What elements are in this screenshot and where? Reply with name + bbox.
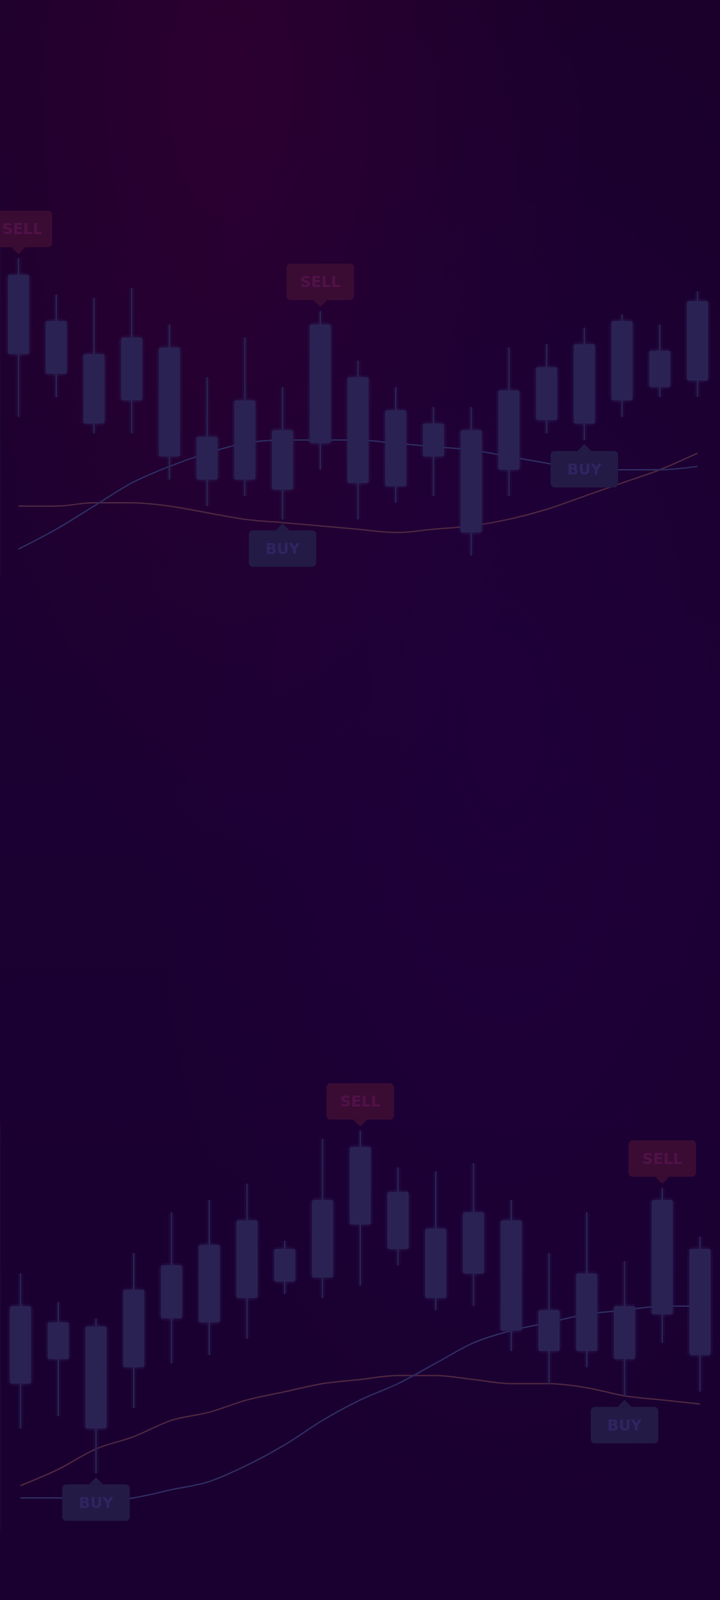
y-axis-line [0,1123,1,1531]
signal-label-pointer [313,300,328,307]
candle-body [161,1265,182,1319]
signal-label-pointer [11,247,26,254]
candle-body [234,400,256,480]
signal-label-text: BUY [567,460,602,478]
signal-label-pointer [275,523,290,531]
candle-body [274,1249,296,1282]
signal-label-pointer [577,444,592,451]
signal-label-text: BUY [79,1494,114,1512]
candles [8,258,708,556]
candle-body [310,324,331,444]
candle-body [199,1245,220,1323]
candle-body [387,1192,409,1249]
candle-body [159,347,180,457]
candle-body [687,301,708,381]
sell-label: SELL [326,1083,394,1127]
moving-average-line [20,1306,700,1502]
candle-body [538,1310,560,1351]
signal-label-box [550,451,618,488]
candle-body [574,344,595,424]
candle-body [8,274,29,354]
background-glow [0,0,720,1600]
candlestick-chart: SELL SELL BUY BUY [1,1083,711,1531]
plot-area [10,1130,711,1502]
plot-area [8,258,708,556]
candle-body [536,367,557,421]
sell-label: SELL [628,1140,696,1184]
signal-label-pointer [89,1477,103,1485]
buy-label: BUY [591,1400,659,1444]
signal-labels: SELL SELL BUY BUY [62,1083,697,1521]
signal-label-pointer [655,1177,670,1184]
buy-label: BUY [249,523,317,567]
candle-body [501,1220,522,1331]
signal-label-text: BUY [265,540,301,558]
candle-body [10,1306,31,1384]
candle-body [576,1273,598,1351]
candle-body [614,1306,635,1359]
candle-body [689,1249,711,1355]
candle-body [498,390,520,470]
candle-body [48,1322,69,1359]
signal-label-box [0,210,53,247]
candle-body [425,1228,447,1298]
background-glow [0,0,720,1600]
signal-label-text: BUY [607,1416,643,1434]
moving-average-line [20,1375,700,1486]
candle-body [423,423,444,457]
candle-body [611,321,633,401]
signal-labels: SELL SELL BUY BUY [0,210,618,567]
sell-label: SELL [0,210,53,254]
candle-body [460,430,482,533]
candle-body [236,1220,258,1298]
signal-label-text: SELL [2,220,42,238]
candle-body [385,410,406,487]
signal-label-text: SELL [300,273,340,291]
sell-label: SELL [286,263,354,307]
candle-body [123,1290,145,1368]
signal-label-box [62,1484,130,1521]
y-axis-line [0,245,1,576]
candle-body [312,1200,333,1278]
candles [10,1130,711,1473]
candle-body [347,377,369,483]
candle-body [463,1212,484,1274]
candle-body [85,1326,107,1429]
signal-label-box [326,1083,394,1120]
signal-label-box [628,1140,696,1177]
candle-body [350,1147,371,1225]
candle-body [649,351,671,388]
signal-label-text: SELL [642,1150,682,1168]
signal-label-pointer [353,1119,368,1127]
candle-body [196,436,218,480]
candle-body [272,430,293,490]
y-axis [0,245,1,576]
y-axis [0,1123,1,1531]
signal-label-box [591,1407,659,1444]
buy-label: BUY [62,1477,130,1521]
buy-label: BUY [550,444,618,488]
candle-body [83,354,105,424]
signal-label-box [286,263,354,300]
background [0,0,720,1600]
candle-body [45,321,67,374]
candle-body [121,337,142,401]
candlestick-chart: SELL SELL BUY BUY [0,210,708,576]
signal-label-pointer [617,1400,632,1407]
candle-body [652,1200,673,1314]
signal-label-box [249,530,317,567]
background-svg: SELL SELL BUY BUY SELL SELL BUY BUY [0,0,720,1600]
signal-label-text: SELL [340,1092,380,1110]
